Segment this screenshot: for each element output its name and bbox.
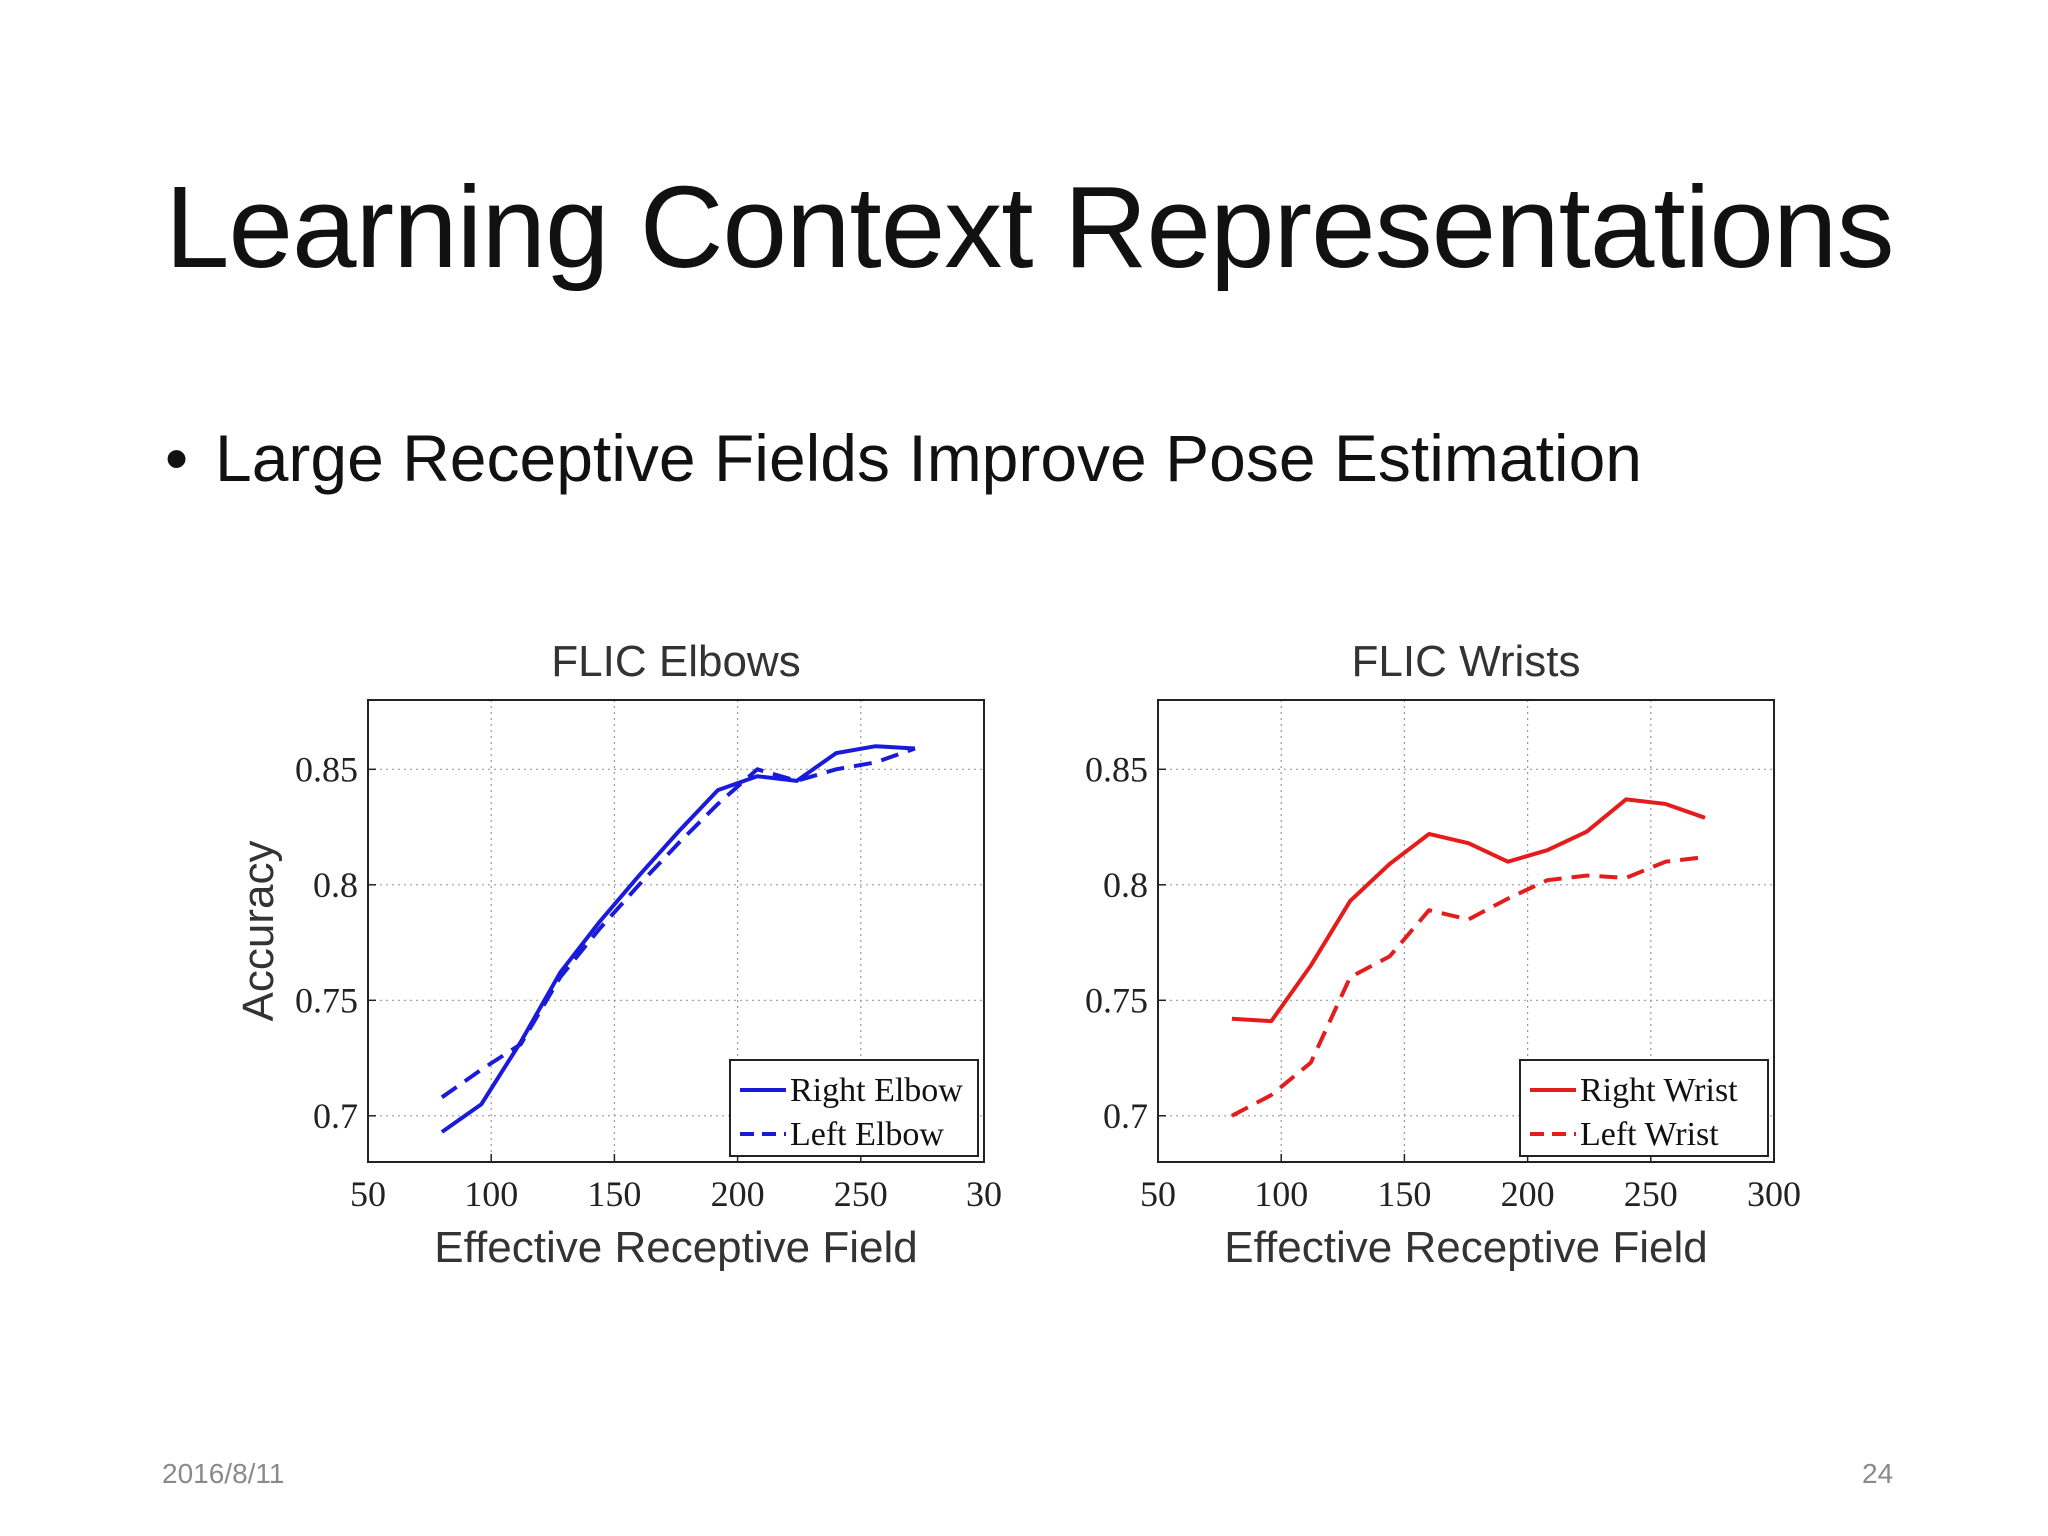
series-line-left-wrist [1230, 855, 1706, 1118]
x-axis-label: Effective Receptive Field [1224, 1223, 1707, 1272]
x-tick-label: 200 [1501, 1174, 1555, 1214]
x-tick-label: 150 [587, 1174, 641, 1214]
x-tick-label: 150 [1377, 1174, 1431, 1214]
x-tick-label: 200 [711, 1174, 765, 1214]
y-tick-label: 0.7 [1103, 1096, 1148, 1136]
chart-title: FLIC Elbows [551, 637, 800, 686]
plot-frame [1157, 699, 1775, 1163]
x-tick-label: 250 [834, 1174, 888, 1214]
x-tick-label: 50 [1140, 1174, 1176, 1214]
footer-date: 2016/8/11 [162, 1458, 285, 1489]
bullet-item: • Large Receptive Fields Improve Pose Est… [165, 420, 1642, 496]
y-tick-label: 0.85 [295, 749, 358, 789]
slide-title: Learning Context Representations [165, 162, 1894, 292]
legend-label: Right Elbow [790, 1072, 963, 1109]
y-tick-label: 0.75 [1085, 980, 1148, 1020]
chart-flic-elbows-svg: FLIC Elbows 50 100 150 200 250 30 0.7 0.75 0.8 0.8… [234, 637, 1002, 1272]
legend-label: Left Wrist [1580, 1116, 1719, 1153]
x-tick-label: 300 [1747, 1174, 1801, 1214]
legend-box [729, 1059, 979, 1157]
page-number: 24 [1862, 1458, 1894, 1489]
bullet-marker: • [165, 421, 189, 495]
x-axis-label: Effective Receptive Field [434, 1223, 917, 1272]
legend-label: Left Elbow [790, 1116, 944, 1153]
chart-title: FLIC Wrists [1352, 637, 1581, 686]
plot-frame [367, 699, 985, 1163]
x-tick-label: 250 [1624, 1174, 1678, 1214]
chart-flic-wrists: FLIC Wrists 50 100 150 200 250 300 0.7 0.75 0.8 0.… [1010, 620, 1810, 1280]
chart-flic-wrists-svg: FLIC Wrists 50 100 150 200 250 300 0.7 0.75 0.8 0.… [1085, 637, 1801, 1272]
series-line-right-wrist [1231, 797, 1706, 1024]
x-tick-label: 50 [350, 1174, 386, 1214]
series-line-left-elbow [440, 746, 916, 1099]
legend-label: Right Wrist [1580, 1072, 1738, 1109]
chart-flic-elbows: FLIC Elbows 50 100 150 200 250 30 0.7 0.75 0.8 0.8… [220, 620, 1020, 1280]
y-tick-label: 0.8 [313, 865, 358, 905]
y-tick-label: 0.75 [295, 980, 358, 1020]
x-tick-label: 30 [966, 1174, 1002, 1214]
legend-box [1519, 1059, 1769, 1157]
x-tick-label: 100 [464, 1174, 518, 1214]
x-tick-label: 100 [1254, 1174, 1308, 1214]
y-tick-label: 0.7 [313, 1096, 358, 1136]
bullet-text: Large Receptive Fields Improve Pose Esti… [215, 421, 1642, 495]
y-tick-label: 0.85 [1085, 749, 1148, 789]
y-axis-label: Accuracy [234, 841, 283, 1022]
y-tick-label: 0.8 [1103, 865, 1148, 905]
